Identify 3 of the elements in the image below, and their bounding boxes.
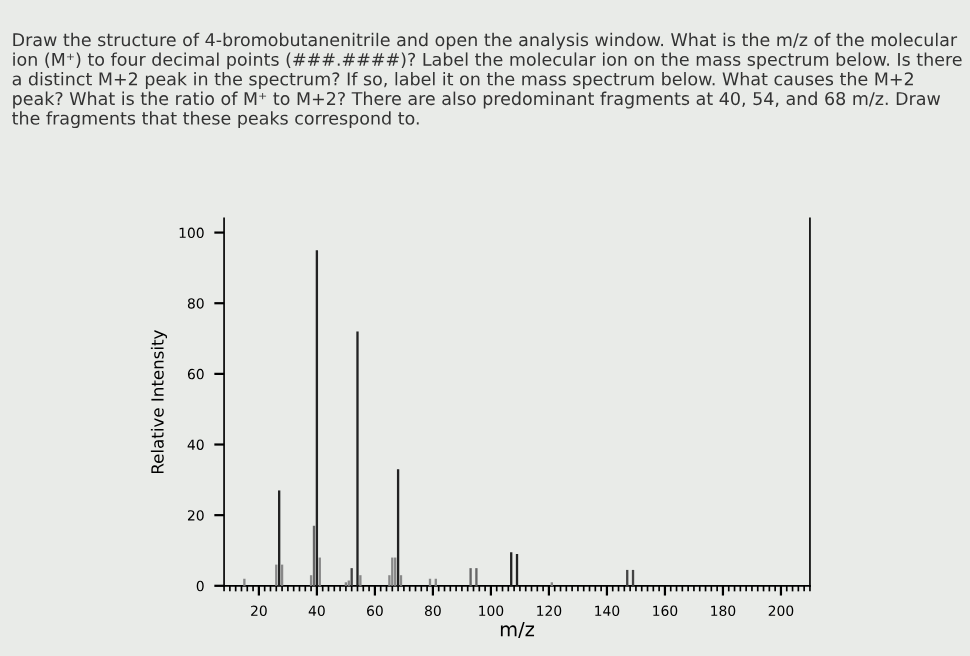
x-axis-title: m/z [500,622,535,639]
chart-title: Draw the structure of 4-bromobutanenitrile and open the analysis window. What is the m/z of the molecular ion (M⁺) to four decimal points (###.####)? Label the molecular ion on the mass spectrum below. Is there a distinct M+2 peak in the spectrum? If so, label it on the mass spectrum below. What causes the M+2 peak? What is the ratio of M⁺ to M+2? There are also predominant fragments at 40, 54, and 68 m/z. Draw the fragments that these peaks correspond to. [12,32,962,129]
y-axis-title: Relative Intensity [150,330,167,474]
